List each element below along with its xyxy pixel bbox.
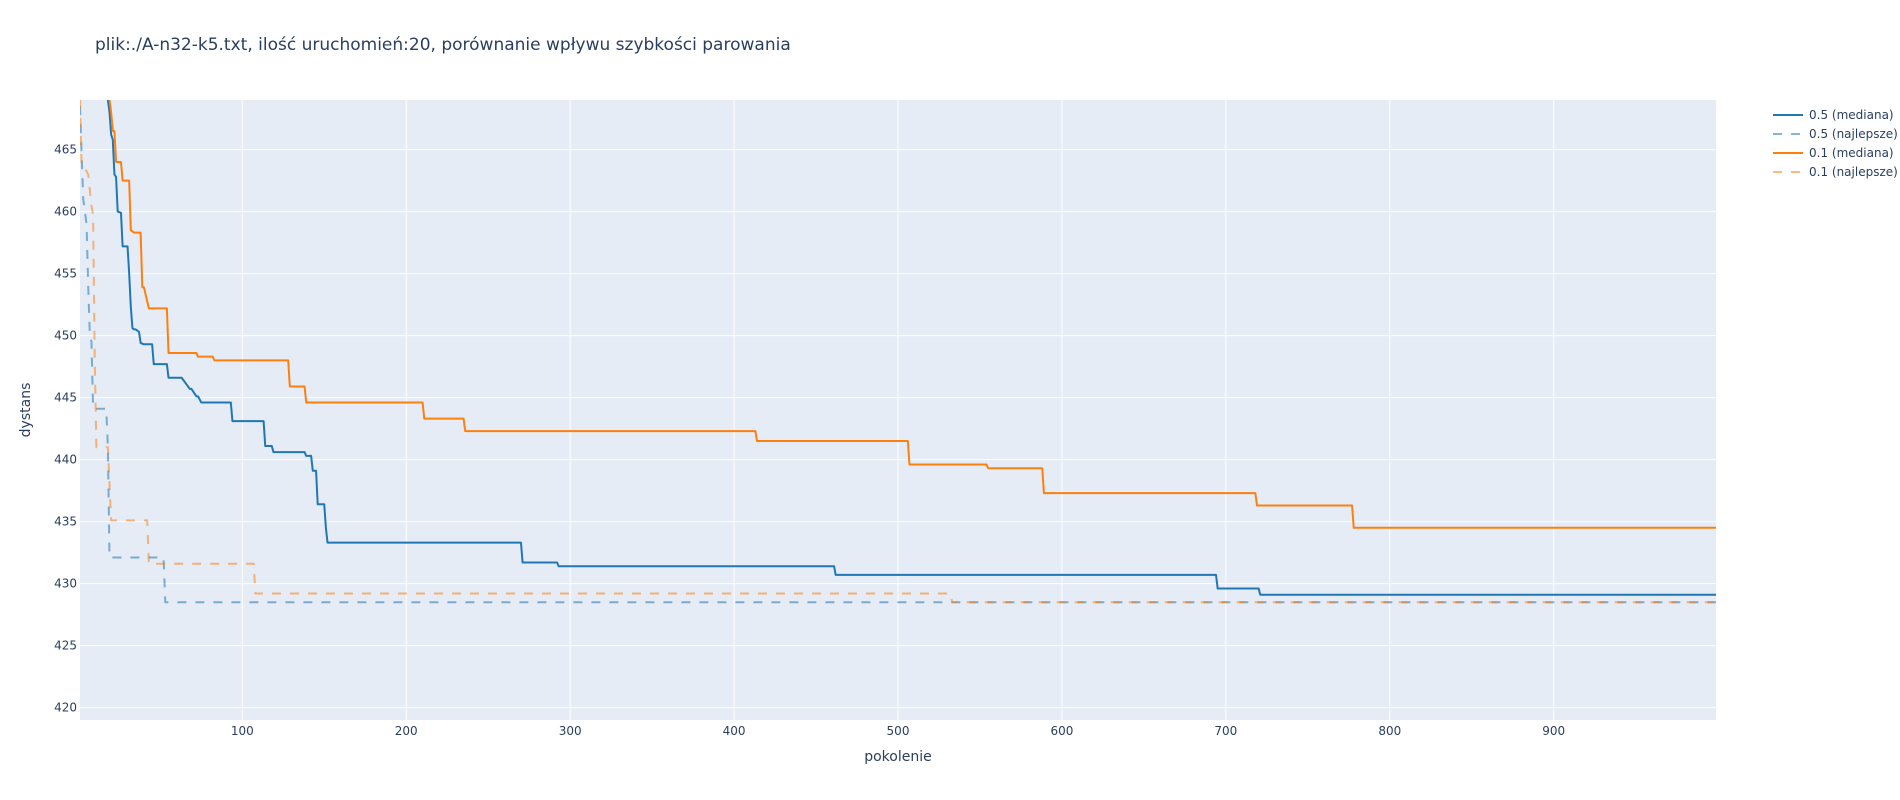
x-tick-label: 700 — [1214, 724, 1237, 738]
y-tick-label: 445 — [54, 391, 77, 405]
legend[interactable]: 0.5 (mediana) 0.5 (najlepsze) 0.1 (mediana… — [1773, 108, 1898, 179]
y-tick-label: 455 — [54, 267, 77, 281]
y-tick-label: 420 — [54, 701, 77, 715]
legend-label: 0.5 (najlepsze) — [1809, 127, 1898, 141]
y-tick-label: 425 — [54, 639, 77, 653]
x-tick-label: 100 — [231, 724, 254, 738]
x-axis-title: pokolenie — [864, 749, 932, 765]
x-tick-label: 300 — [559, 724, 582, 738]
chart-title: plik:./A-n32-k5.txt, ilość uruchomień:20… — [95, 35, 791, 55]
y-tick-label: 465 — [54, 143, 77, 157]
y-tick-label: 450 — [54, 329, 77, 343]
series-line-3 — [108, 100, 1716, 529]
legend-label: 0.1 (najlepsze) — [1809, 165, 1898, 179]
y-axis-title: dystans — [18, 383, 34, 438]
x-tick-label: 800 — [1378, 724, 1401, 738]
legend-item[interactable]: 0.1 (najlepsze) — [1773, 165, 1898, 179]
y-tick-label: 440 — [54, 453, 77, 467]
series-line-1 — [106, 100, 1716, 596]
x-tick-label: 600 — [1050, 724, 1073, 738]
series-line-2 — [80, 106, 1716, 604]
y-tick-label: 460 — [54, 205, 77, 219]
y-tick-label: 430 — [54, 577, 77, 591]
legend-label: 0.1 (mediana) — [1809, 146, 1894, 160]
legend-item[interactable]: 0.5 (mediana) — [1773, 108, 1894, 122]
x-tick-label: 200 — [395, 724, 418, 738]
legend-item[interactable]: 0.1 (mediana) — [1773, 146, 1894, 160]
legend-item[interactable]: 0.5 (najlepsze) — [1773, 127, 1898, 141]
x-tick-label: 500 — [887, 724, 910, 738]
y-tick-label: 435 — [54, 515, 77, 529]
x-tick-label: 400 — [723, 724, 746, 738]
x-tick-label: 900 — [1542, 724, 1565, 738]
legend-label: 0.5 (mediana) — [1809, 108, 1894, 122]
